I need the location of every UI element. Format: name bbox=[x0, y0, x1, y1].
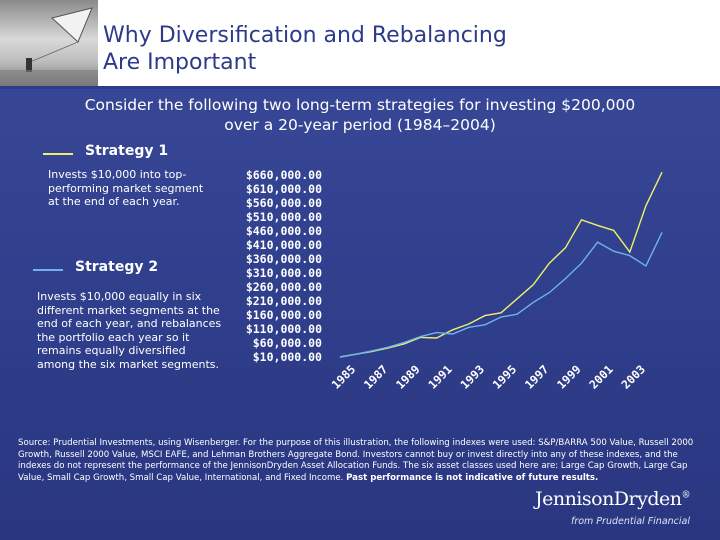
logo-registered-mark: ® bbox=[681, 490, 691, 501]
strategy-2-description: Invests $10,000 equally in six different… bbox=[37, 290, 222, 371]
y-tick-label: $560,000.00 bbox=[246, 196, 322, 210]
source-text: Source: Prudential Investments, using Wi… bbox=[18, 438, 694, 483]
x-tick-label: 1987 bbox=[361, 362, 391, 392]
y-tick-label: $510,000.00 bbox=[246, 210, 322, 224]
x-tick-label: 1989 bbox=[393, 362, 423, 392]
page-title-line-1: Why Diversification and Rebalancing bbox=[103, 23, 507, 48]
past-performance-disclaimer: Past performance is not indicative of fu… bbox=[346, 472, 599, 483]
series-line-strategy-2 bbox=[339, 232, 663, 358]
x-tick-label: 2003 bbox=[619, 362, 649, 392]
y-tick-label: $110,000.00 bbox=[246, 322, 322, 336]
logo-name: JennisonDryden bbox=[534, 488, 682, 510]
y-tick-label: $210,000.00 bbox=[246, 294, 322, 308]
x-tick-label: 1997 bbox=[522, 362, 552, 392]
y-tick-label: $60,000.00 bbox=[253, 336, 322, 350]
x-tick-label: 1999 bbox=[554, 362, 584, 392]
strategy-2-legend-line bbox=[33, 269, 63, 271]
y-tick-label: $410,000.00 bbox=[246, 238, 322, 252]
page-title: Why Diversification and Rebalancing Are … bbox=[103, 22, 703, 76]
source-footnote: Source: Prudential Investments, using Wi… bbox=[18, 438, 698, 484]
x-tick-label: 1985 bbox=[329, 362, 359, 392]
strategy-1-description: Invests $10,000 into top-performing mark… bbox=[48, 168, 204, 208]
subtitle-line-2: over a 20-year period (1984–2004) bbox=[224, 116, 496, 134]
y-tick-label: $310,000.00 bbox=[246, 266, 322, 280]
page-title-line-2: Are Important bbox=[103, 50, 257, 75]
y-tick-label: $460,000.00 bbox=[246, 224, 322, 238]
x-tick-label: 2001 bbox=[586, 362, 616, 392]
strategy-1-label: Strategy 1 bbox=[85, 143, 169, 159]
series-line-strategy-1 bbox=[339, 171, 663, 358]
jennison-dryden-logo: JennisonDryden® from Prudential Financia… bbox=[534, 488, 691, 527]
x-tick-label: 1995 bbox=[490, 362, 520, 392]
y-tick-label: $660,000.00 bbox=[246, 168, 322, 182]
line-chart: $660,000.00$610,000.00$560,000.00$510,00… bbox=[246, 168, 663, 392]
y-tick-label: $610,000.00 bbox=[246, 182, 322, 196]
x-tick-label: 1993 bbox=[458, 362, 488, 392]
y-tick-label: $260,000.00 bbox=[246, 280, 322, 294]
subtitle-line-1: Consider the following two long-term str… bbox=[84, 96, 636, 114]
logo-tagline: from Prudential Financial bbox=[570, 516, 690, 527]
y-tick-label: $160,000.00 bbox=[246, 308, 322, 322]
kite-photo-graphic bbox=[0, 7, 98, 88]
logo-wordmark: JennisonDryden® bbox=[534, 488, 691, 510]
y-tick-label: $10,000.00 bbox=[253, 350, 322, 364]
x-tick-label: 1991 bbox=[425, 362, 455, 392]
header-divider bbox=[0, 86, 720, 89]
header-bar: Why Diversification and Rebalancing Are … bbox=[0, 0, 720, 88]
strategy-2-label: Strategy 2 bbox=[75, 259, 159, 275]
header-photo-image bbox=[0, 0, 98, 88]
strategy-1-legend-line bbox=[43, 153, 73, 155]
subtitle: Consider the following two long-term str… bbox=[20, 95, 700, 135]
y-tick-label: $360,000.00 bbox=[246, 252, 322, 266]
